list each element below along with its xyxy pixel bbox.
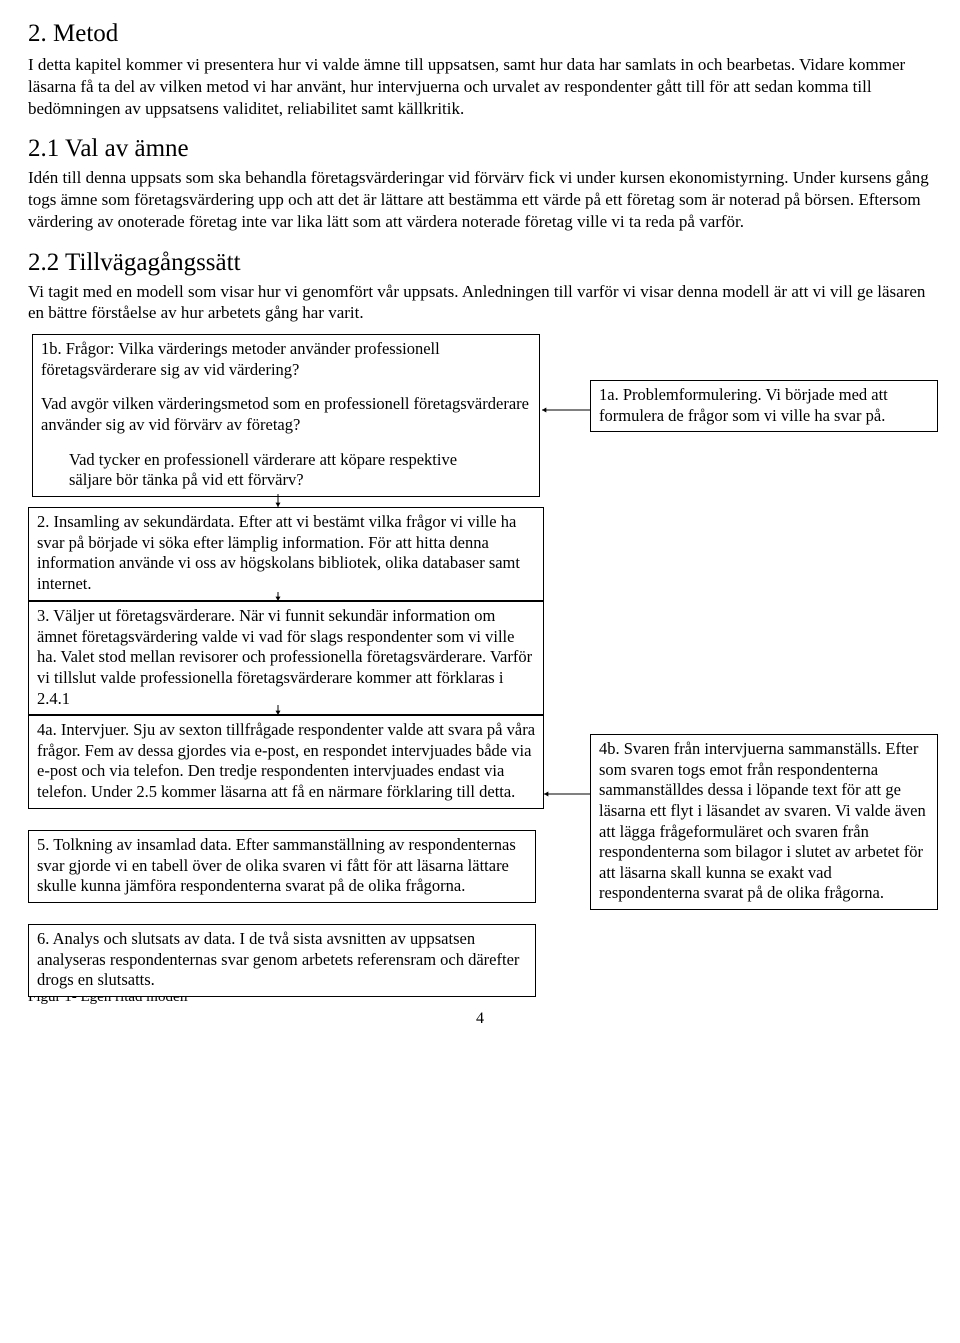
heading-metod: 2. Metod: [28, 18, 932, 50]
para-21: Idén till denna uppsats som ska behandla…: [28, 167, 932, 232]
page-number: 4: [28, 1009, 932, 1029]
process-diagram: 1b. Frågor: Vilka värderings metoder anv…: [28, 334, 932, 984]
intro-paragraph: I detta kapitel kommer vi presentera hur…: [28, 54, 932, 119]
heading-21: 2.1 Val av ämne: [28, 133, 932, 165]
para-22: Vi tagit med en modell som visar hur vi …: [28, 281, 932, 325]
heading-22: 2.2 Tillvägagångssätt: [28, 247, 932, 279]
process-arrows: [28, 334, 938, 984]
